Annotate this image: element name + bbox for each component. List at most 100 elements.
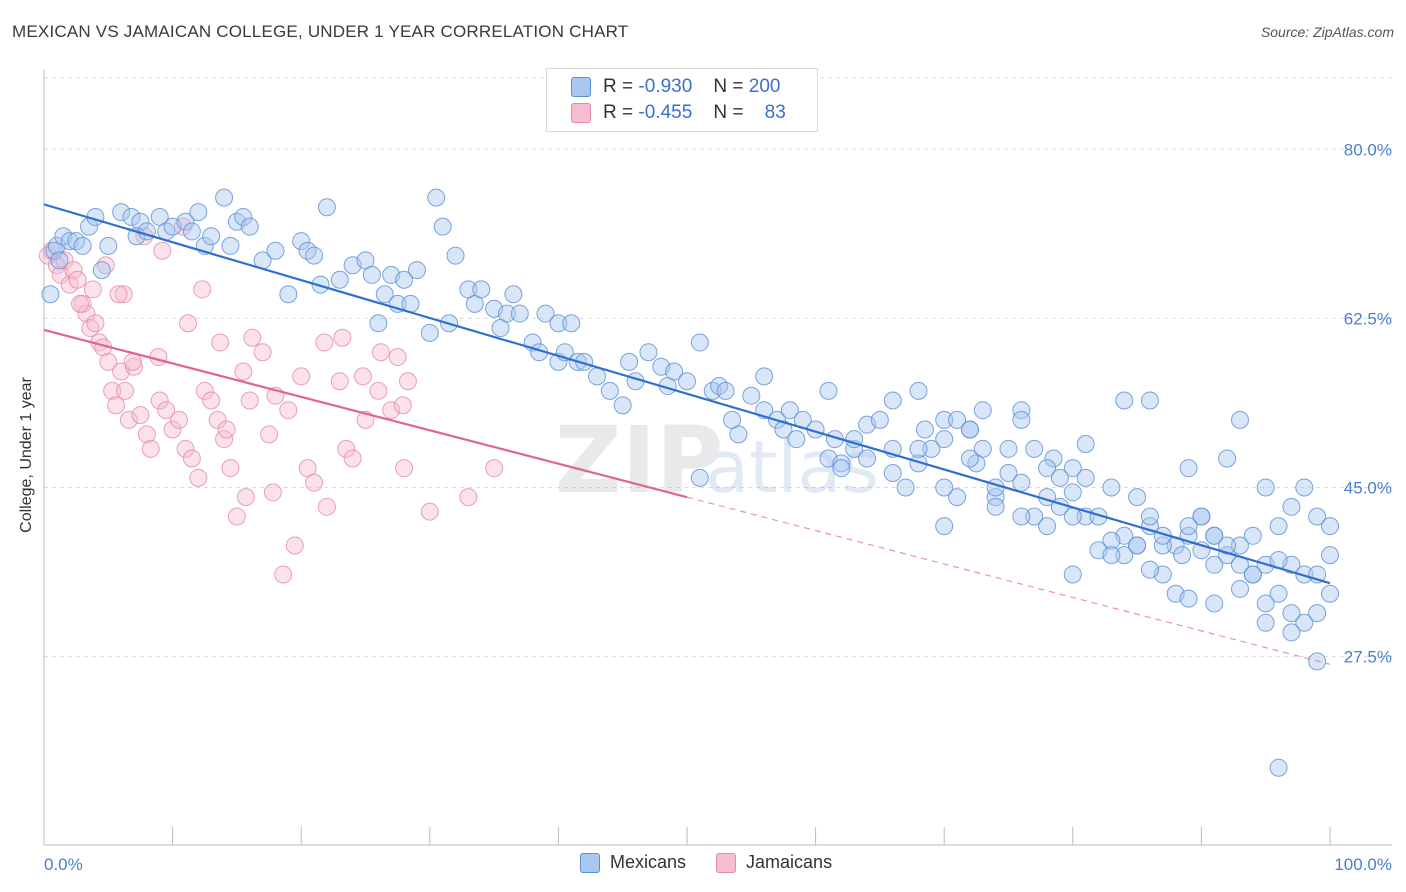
jamaicans-point [157,401,176,420]
jamaicans-point [81,319,100,338]
mexicans-point [1218,449,1237,468]
jamaicans-point [211,333,230,352]
mexicans-r-value: -0.930 [638,76,693,97]
jamaicans-point [253,343,272,362]
jamaicans-point [68,270,87,289]
mexicans-point [1256,613,1275,632]
mexicans-point [1269,517,1288,536]
jamaicans-point [260,425,279,444]
mexicans-point [1038,517,1057,536]
legend-row-jamaicans: R = -0.455 N = 83 [571,101,786,125]
jamaicans-point [485,459,504,478]
r-label: R = [603,76,634,97]
mexicans-point [1269,584,1288,603]
mexicans-point [935,517,954,536]
mexicans-point [1243,526,1262,545]
mexicans-point [832,459,851,478]
jamaicans-point [99,352,118,371]
mexicans-point [433,217,452,236]
x-tick-label: 0.0% [44,855,83,874]
tick-labels: 27.5% 45.0% 62.5% 80.0% 0.0% 100.0% [44,140,1392,874]
mexicans-point [266,241,285,260]
jamaicans-point [149,348,168,367]
jamaicans-point [330,372,349,391]
mexicans-point [1025,439,1044,458]
mexicans-point [896,478,915,497]
jamaicans-point [131,406,150,425]
jamaicans-point [274,565,293,584]
mexicans-point [774,420,793,439]
jamaicans-point [243,328,262,347]
mexicans-point [1179,459,1198,478]
mexicans-point [1321,546,1339,565]
jamaicans-point [395,459,414,478]
mexicans-point [1102,478,1121,497]
mexicans-point [395,270,414,289]
jamaicans-point [393,396,412,415]
trend-lines [43,203,1331,665]
jamaicans-point [71,294,90,313]
mexicans-point [305,246,324,265]
mexicans-point [122,207,141,226]
mexicans-point [787,430,806,449]
mexicans-point [472,280,491,299]
mexicans-point [1038,459,1057,478]
jamaicans-swatch [571,103,591,123]
mexicans-point [665,362,684,381]
mexicans-point [1192,507,1211,526]
mexicans-point [221,236,240,255]
jamaicans-point [369,381,388,400]
mexicans-point [909,381,928,400]
mexicans-point [1012,473,1031,492]
jamaicans-point [217,420,236,439]
mexicans-point [375,285,394,304]
jamaicans-point [170,410,189,429]
mexicans-point [1102,531,1121,550]
jamaicans-point [182,449,201,468]
mexicans-point [935,430,954,449]
jamaicans-point [195,381,214,400]
mexicans-point [1128,488,1147,507]
jamaicans-point [285,536,304,555]
mexicans-point [1128,536,1147,555]
jamaicans-trend-extension [686,496,1331,665]
mexicans-point [510,304,529,323]
mexicans-trend-line [43,203,1331,585]
mexicans-point [182,222,201,241]
jamaicans-point [153,241,172,260]
mexicans-point [1205,555,1224,574]
jamaicans-point [333,328,352,347]
jamaicans-point [279,401,298,420]
mexicans-point [1230,536,1249,555]
mexicans-legend-label: Mexicans [610,852,687,872]
mexicans-point [620,352,639,371]
mexicans-point [986,497,1005,516]
mexicans-point [1256,594,1275,613]
jamaicans-point [163,420,182,439]
y-tick-label: 80.0% [1344,140,1392,159]
axes [43,70,1392,846]
mexicans-point [883,391,902,410]
mexicans-point [1282,497,1301,516]
mexicans-point [292,232,311,251]
mexicans-point [1063,507,1082,526]
mexicans-point [92,261,111,280]
mexicans-point [1321,517,1339,536]
jamaicans-point [107,396,126,415]
mexicans-point [960,449,979,468]
legend-item-jamaicans[interactable]: Jamaicans [716,852,832,873]
legend-item-mexicans[interactable]: Mexicans [580,852,686,873]
jamaicans-point [398,372,417,391]
mexicans-point [973,401,992,420]
mexicans-point [678,372,696,391]
legend: R = -0.930 N = 200 R = -0.455 N = 83 [546,68,818,132]
mexicans-point [1179,589,1198,608]
mexicans-point [330,270,349,289]
mexicans-point [1282,623,1301,642]
jamaicans-point [227,507,246,526]
mexicans-point [497,304,516,323]
jamaicans-point [337,439,356,458]
mexicans-point [1076,435,1095,454]
jamaicans-point [234,362,253,381]
